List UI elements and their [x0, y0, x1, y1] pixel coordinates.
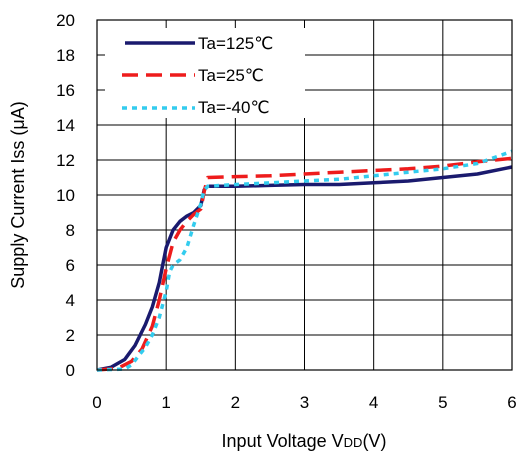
series-line-2 [96, 149, 513, 372]
x-axis-label-subscript: DD [344, 435, 363, 450]
plot-frame [96, 19, 513, 371]
x-tick-label: 5 [438, 393, 447, 412]
y-tick-label: 0 [66, 361, 75, 380]
y-tick-label: 2 [66, 326, 75, 345]
y-tick-label: 8 [66, 221, 75, 240]
series-layer [96, 149, 513, 372]
y-tick-label: 10 [56, 186, 75, 205]
x-tick-label: 6 [507, 393, 516, 412]
y-tick-label: 16 [56, 81, 75, 100]
x-axis-label: Input Voltage VDD(V) [222, 431, 387, 451]
x-tick-label: 2 [231, 393, 240, 412]
y-axis-label-suffix: A) [8, 101, 28, 119]
x-axis-label-prefix: Input Voltage V [222, 431, 344, 451]
y-axis-label: Supply Current Iss (μA) [8, 101, 28, 288]
series-line-1 [96, 156, 513, 372]
x-tick-labels: 0 1 2 3 4 5 6 [92, 393, 516, 412]
legend-label-ta-minus-40: Ta=-40℃ [198, 98, 270, 117]
y-tick-label: 4 [66, 291, 75, 310]
x-axis-label-suffix: (V) [362, 431, 386, 451]
y-tick-label: 20 [56, 11, 75, 30]
x-tick-label: 1 [161, 393, 170, 412]
y-tick-label: 14 [56, 116, 75, 135]
y-axis-label-greek: μ [8, 119, 28, 129]
y-tick-label: 6 [66, 256, 75, 275]
y-axis-label-prefix: Supply Current Iss ( [8, 130, 28, 289]
x-tick-label: 4 [369, 393, 378, 412]
x-tick-label: 0 [92, 393, 101, 412]
legend-label-ta-125: Ta=125℃ [198, 34, 273, 53]
x-tick-label: 3 [300, 393, 309, 412]
legend: Ta=125℃ Ta=25℃ Ta=-40℃ [105, 28, 305, 118]
y-tick-labels: 0 2 4 6 8 10 12 14 16 18 20 [56, 11, 75, 380]
legend-label-ta-25: Ta=25℃ [198, 66, 264, 85]
y-tick-label: 12 [56, 151, 75, 170]
y-tick-label: 18 [56, 46, 75, 65]
